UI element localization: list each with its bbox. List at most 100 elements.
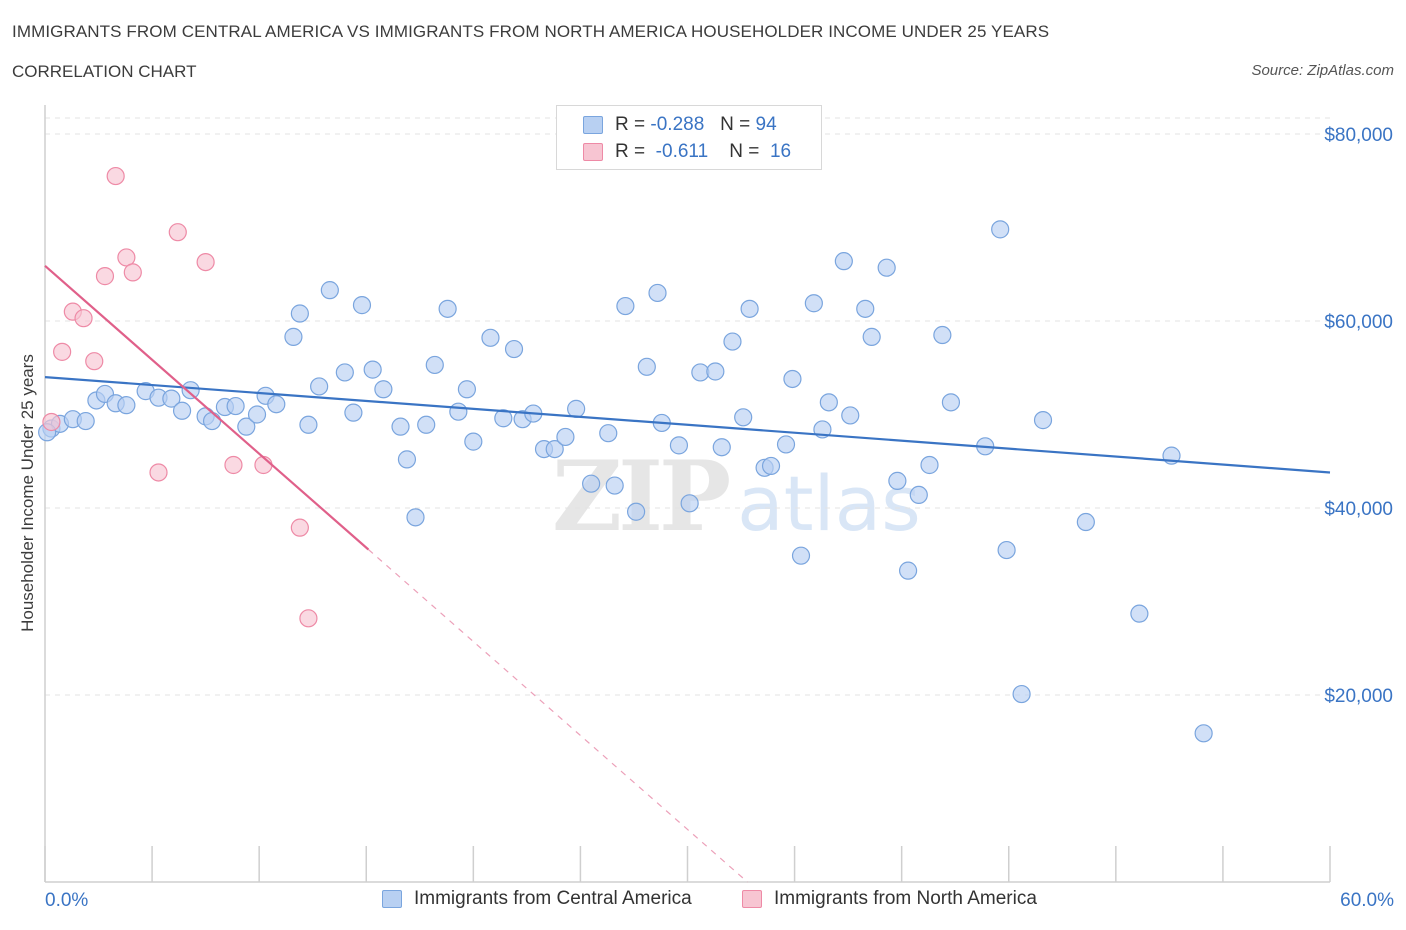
point-central-america — [162, 389, 181, 408]
y-tick-label: $60,000 — [1324, 312, 1393, 333]
point-central-america — [117, 396, 136, 415]
point-central-america — [637, 357, 656, 376]
point-central-america — [888, 471, 907, 490]
point-central-america — [449, 402, 468, 421]
point-central-america — [898, 561, 918, 580]
point-central-america — [237, 417, 256, 436]
point-central-america — [761, 456, 781, 476]
point-central-america — [267, 395, 286, 414]
point-central-america — [933, 325, 952, 345]
bottom-legend-swatch-blue — [382, 890, 402, 908]
point-central-america — [335, 363, 354, 382]
point-central-america — [202, 411, 222, 431]
point-central-america — [481, 328, 500, 347]
point-central-america — [706, 362, 725, 381]
point-central-america — [457, 380, 477, 399]
point-central-america — [406, 508, 425, 527]
point-central-america — [1033, 411, 1053, 430]
point-central-america — [320, 281, 339, 300]
point-central-america — [247, 405, 267, 424]
point-central-america — [464, 432, 483, 451]
point-central-america — [1076, 512, 1095, 532]
point-central-america — [834, 252, 853, 271]
point-central-america — [877, 258, 896, 277]
point-north-america — [117, 248, 136, 267]
point-central-america — [76, 411, 95, 431]
legend-r-value: -0.611 — [655, 141, 709, 162]
point-central-america — [712, 438, 731, 457]
point-north-america — [149, 463, 168, 482]
y-tick-label: $40,000 — [1324, 499, 1393, 520]
point-central-america — [504, 339, 524, 359]
point-central-america — [740, 299, 759, 318]
point-central-america — [819, 393, 838, 412]
legend-swatch-pink — [583, 143, 603, 161]
y-tick-label: $20,000 — [1324, 686, 1393, 707]
point-central-america — [363, 360, 382, 379]
point-central-america — [626, 502, 646, 521]
x-tick-label-min: 0.0% — [45, 890, 89, 911]
point-north-america — [168, 223, 187, 242]
legend-n-label: N = — [729, 141, 760, 162]
point-central-america — [391, 417, 410, 436]
point-central-america — [862, 327, 881, 346]
point-central-america — [425, 355, 444, 375]
bottom-legend-swatch-pink — [742, 890, 762, 908]
point-central-america — [997, 540, 1016, 560]
point-central-america — [344, 403, 363, 422]
point-central-america — [680, 494, 699, 513]
legend-row-north-america: R = -0.611 N = 16 — [583, 140, 791, 164]
y-axis-label: Householder Income Under 25 years — [18, 354, 37, 632]
point-central-america — [941, 393, 961, 412]
point-central-america — [856, 299, 875, 318]
trendline-central-america — [44, 376, 1331, 474]
legend-r-label: R = — [615, 141, 646, 162]
point-central-america — [438, 299, 457, 318]
legend-n-value: 94 — [755, 114, 777, 135]
point-central-america — [556, 427, 575, 447]
point-north-america — [224, 455, 243, 475]
chart-title: IMMIGRANTS FROM CENTRAL AMERICA VS IMMIG… — [12, 22, 1050, 41]
point-north-america — [74, 309, 93, 328]
point-north-america — [123, 263, 142, 282]
point-central-america — [776, 435, 796, 454]
point-central-america — [804, 294, 823, 313]
point-central-america — [172, 401, 192, 420]
legend-r-label: R = — [615, 114, 646, 135]
point-central-america — [605, 476, 624, 495]
point-central-america — [284, 327, 303, 346]
point-central-america — [181, 381, 200, 400]
point-central-america — [567, 399, 586, 418]
point-central-america — [616, 296, 635, 316]
point-north-america — [290, 518, 309, 537]
point-central-america — [648, 283, 667, 303]
bottom-legend-label: Immigrants from North America — [774, 888, 1037, 909]
point-north-america — [254, 455, 273, 475]
point-central-america — [669, 436, 689, 455]
point-central-america — [397, 450, 417, 469]
watermark-zip: ZIP — [552, 440, 731, 553]
point-north-america — [106, 166, 125, 186]
point-central-america — [352, 296, 372, 315]
point-central-america — [734, 408, 753, 427]
point-central-america — [290, 304, 309, 323]
point-north-america — [53, 342, 72, 361]
point-north-america — [85, 352, 104, 371]
point-central-america — [991, 220, 1010, 239]
point-central-america — [841, 406, 860, 425]
point-central-america — [310, 377, 329, 396]
correlation-legend: R = -0.288 N = 94 R = -0.611 N = 16 — [556, 105, 822, 170]
bottom-legend-central-america: Immigrants from Central America — [382, 888, 692, 910]
watermark: ZIP atlas — [552, 440, 921, 553]
bottom-legend-label: Immigrants from Central America — [414, 888, 692, 909]
point-central-america — [783, 369, 802, 389]
point-central-america — [1194, 724, 1213, 743]
legend-r-value: -0.288 — [650, 114, 705, 135]
point-central-america — [582, 474, 601, 493]
point-central-america — [226, 396, 245, 416]
point-central-america — [791, 546, 811, 565]
y-tick-label: $80,000 — [1324, 125, 1393, 146]
point-central-america — [417, 415, 436, 434]
point-central-america — [909, 485, 928, 505]
